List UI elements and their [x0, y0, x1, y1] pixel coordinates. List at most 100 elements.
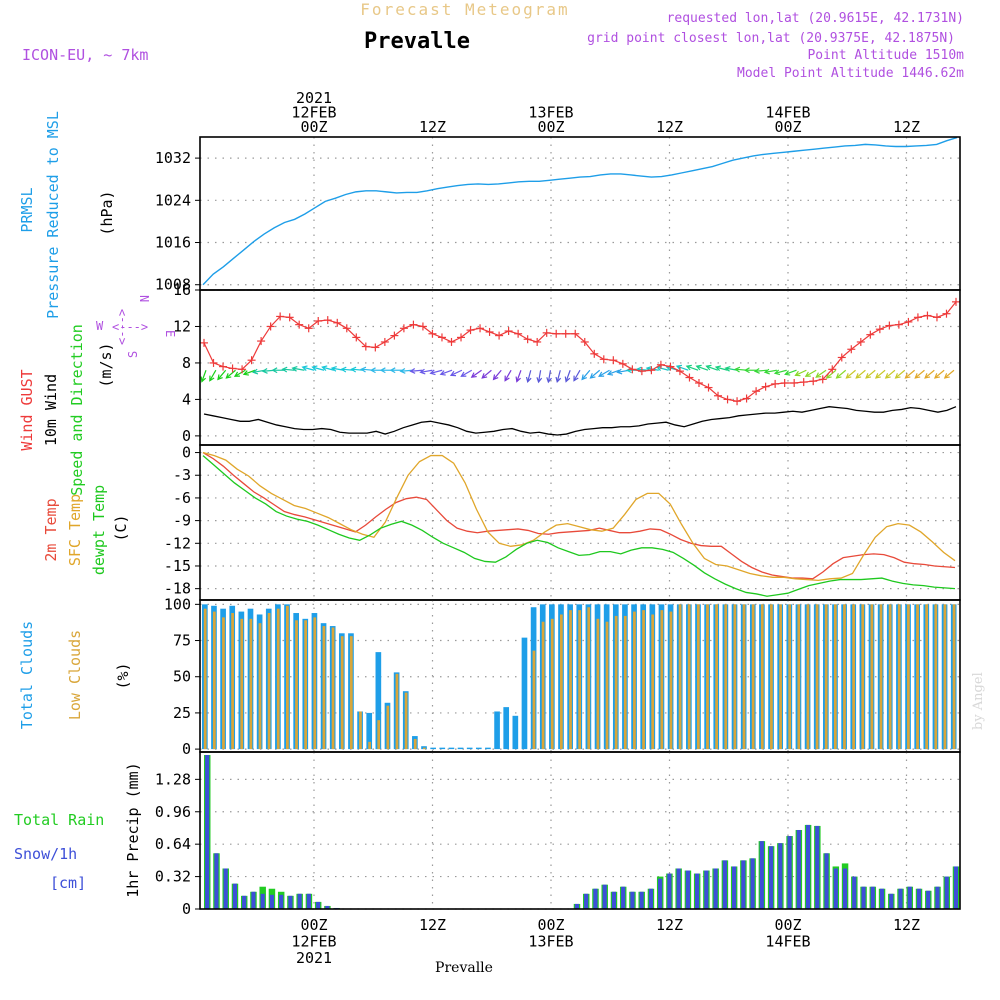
gust-marker	[790, 379, 799, 387]
time-tick-bottom-label: 2021	[296, 949, 332, 967]
wind-arrow-head	[734, 366, 741, 373]
bar-low-clouds	[779, 604, 782, 750]
gust-marker	[238, 365, 247, 374]
wind-arrow-shaft	[302, 366, 315, 371]
gust-marker	[894, 320, 903, 329]
model-altitude: Model Point Altitude 1446.62m	[737, 66, 964, 81]
wind-arrow-shaft	[450, 369, 463, 376]
bar-snow	[242, 895, 247, 909]
wind-arrow-shaft	[924, 369, 935, 379]
wind-arrow-head	[261, 368, 268, 374]
wind-arrow-head	[815, 372, 822, 378]
bar-low-clouds	[824, 604, 828, 750]
bar-low-clouds	[633, 611, 636, 750]
bar-total-clouds	[448, 747, 455, 750]
bar-low-clouds	[742, 604, 746, 750]
wind-direction-arrow	[855, 369, 866, 379]
gust-marker	[209, 358, 218, 367]
wind-arrow-head	[504, 375, 510, 382]
wind-direction-arrow	[200, 370, 207, 383]
bar-low-clouds	[377, 720, 381, 750]
gust-marker	[552, 329, 561, 338]
wind-direction-arrow	[281, 366, 295, 373]
panel-label: PRMSL	[18, 187, 36, 232]
time-tick-top-label: 12Z	[656, 118, 683, 136]
wind-arrow-shaft	[217, 369, 227, 380]
gust-marker	[399, 324, 408, 333]
wind-direction-arrow	[763, 368, 777, 375]
bar-low-clouds	[212, 611, 216, 750]
wind-arrow-head	[200, 376, 207, 383]
wind-arrow-shaft	[493, 369, 502, 380]
wind-arrow-head	[598, 371, 605, 377]
gust-marker	[656, 360, 665, 369]
bar-snow	[214, 853, 219, 909]
panel-label: Total Clouds	[18, 621, 36, 729]
bar-snow	[759, 841, 764, 909]
gust-marker	[847, 345, 856, 354]
wind-arrow-head	[242, 370, 249, 376]
panel-label: Snow/1h	[14, 845, 77, 863]
wind-arrow-head	[340, 366, 347, 373]
gust-marker	[418, 322, 427, 331]
bar-low-clouds	[806, 604, 810, 750]
gust-marker	[809, 377, 818, 386]
bar-snow	[768, 846, 774, 909]
series-line-wind-speed	[203, 406, 957, 436]
wind-direction-arrow	[233, 369, 246, 377]
gust-marker	[390, 331, 399, 340]
gust-marker	[637, 367, 646, 376]
wind-arrow-head	[763, 368, 770, 375]
bar-low-clouds	[231, 613, 234, 750]
bar-low-clouds	[760, 604, 764, 750]
bar-snow	[685, 870, 690, 909]
wind-arrow-head	[904, 373, 911, 379]
panel-pressure: 1008 1016 1024 1032 PRMSL Pressure Reduced to…	[18, 111, 961, 319]
bar-total-clouds	[485, 747, 491, 750]
y-tick-label: 75	[173, 632, 191, 650]
bar-low-clouds	[413, 738, 417, 750]
y-tick-label: 1016	[155, 234, 191, 252]
wind-direction-arrow	[340, 366, 354, 373]
wind-arrow-shaft	[504, 369, 512, 381]
wind-arrow-shaft	[282, 368, 295, 371]
requested-lonlat: requested lon,lat (20.9615E, 42.1731N)	[667, 11, 964, 26]
y-tick-label: 0	[182, 900, 191, 918]
wind-direction-arrow	[311, 365, 325, 372]
y-tick-label: 25	[173, 704, 191, 722]
bar-low-clouds	[897, 604, 901, 750]
bar-snow	[639, 891, 644, 909]
gust-marker	[752, 387, 761, 396]
wind-direction-arrow	[481, 369, 492, 379]
wind-arrow-shaft	[322, 366, 335, 371]
gust-marker	[714, 391, 723, 400]
gust-marker	[618, 359, 627, 368]
bar-low-clouds	[349, 636, 353, 750]
wind-arrow-shaft	[400, 369, 413, 372]
wind-direction-arrow	[943, 369, 955, 379]
gust-marker	[428, 329, 437, 338]
wind-arrow-shaft	[481, 369, 492, 379]
bar-snow	[297, 893, 302, 909]
gust-marker	[323, 316, 332, 325]
bar-snow	[852, 876, 857, 909]
bar-snow	[907, 886, 912, 909]
time-tick-top-label: 2021	[296, 89, 332, 107]
gust-marker	[761, 382, 770, 391]
wind-arrow-head	[515, 376, 521, 383]
gust-marker	[304, 324, 313, 333]
wind-direction-arrow	[904, 369, 916, 379]
bar-snow	[260, 893, 265, 909]
gust-marker	[352, 333, 361, 342]
wind-arrow-shaft	[312, 366, 325, 371]
gust-marker	[466, 326, 475, 335]
wind-direction-arrow	[515, 370, 522, 383]
gust-marker	[913, 313, 922, 322]
bar-low-clouds	[322, 626, 326, 750]
y-tick-label: 50	[173, 668, 191, 686]
panel-label: Total Rain	[14, 811, 104, 829]
time-tick-bottom-label: 00Z	[774, 916, 801, 934]
bar-snow	[593, 888, 598, 909]
bar-total-clouds	[475, 747, 482, 750]
